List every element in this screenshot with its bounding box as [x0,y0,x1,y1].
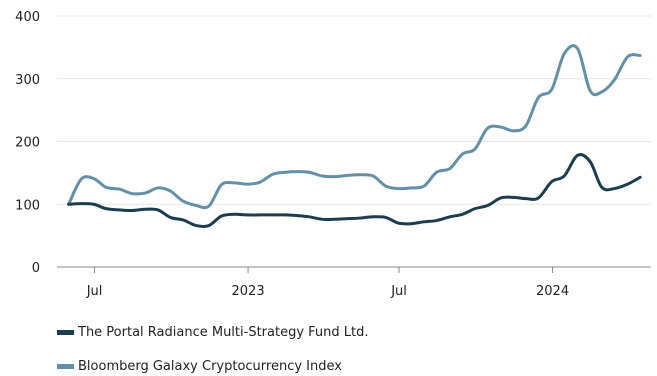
y-tick-label: 100 [15,198,40,213]
legend-swatch-index [57,364,74,369]
legend-item-index: Bloomberg Galaxy Cryptocurrency Index [57,359,342,374]
series-line-fund [67,153,642,229]
y-tick-label: 0 [32,261,40,276]
x-tick-label: Jul [390,284,407,299]
series-lines [67,44,642,229]
x-tick-label: Jul [86,284,103,299]
y-tick-label: 400 [15,10,40,25]
legend-label-fund: The Portal Radiance Multi-Strategy Fund … [78,325,369,340]
gridlines [57,15,651,205]
series-line-index [67,44,642,210]
x-tick-label: 2024 [536,284,569,299]
legend-swatch-fund [57,330,74,335]
legend-label-index: Bloomberg Galaxy Cryptocurrency Index [78,359,342,374]
x-axis-ticks: Jul 2023 Jul 2024 [86,267,569,299]
x-tick-label: 2023 [232,284,265,299]
y-tick-label: 300 [15,73,40,88]
y-tick-label: 200 [15,136,40,151]
chart: 0 100 200 300 400 Jul 2023 Jul 2024 [15,10,651,299]
legend-item-fund: The Portal Radiance Multi-Strategy Fund … [57,325,369,340]
y-axis-tick-labels: 0 100 200 300 400 [15,10,40,276]
